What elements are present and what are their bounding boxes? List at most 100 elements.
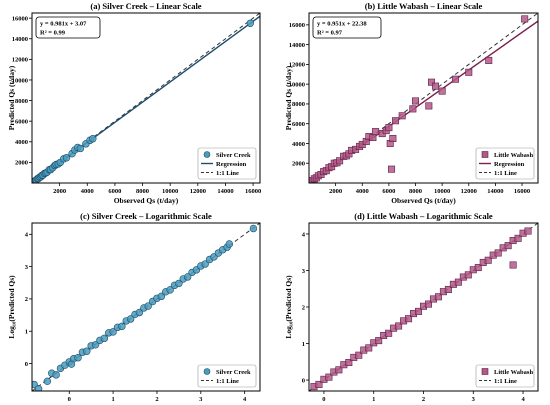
plot-frame: [31, 222, 261, 392]
x-tick-label: 2000: [329, 188, 342, 195]
y-tick-label: 10000: [12, 77, 28, 84]
data-points: [32, 19, 255, 183]
x-tick-label: 1: [372, 396, 375, 403]
panel-title: (b) Little Wabash – Linear Scale: [365, 1, 483, 11]
plot-frame: [31, 12, 261, 184]
data-point: [315, 380, 323, 388]
y-tick-label: 6000: [292, 121, 305, 128]
data-point: [74, 354, 82, 362]
y-tick-label: 16000: [289, 22, 305, 29]
x-tick-label: 3: [199, 396, 203, 403]
data-point: [201, 260, 209, 268]
y-tick-label: 0: [302, 377, 305, 384]
legend-frame: [197, 147, 257, 180]
data-point: [43, 377, 52, 386]
y-tick-label: 1: [25, 329, 28, 336]
x-tick-label: 4000: [356, 188, 369, 195]
data-point: [425, 102, 433, 110]
x-tick-label: 6000: [108, 188, 121, 195]
x-tick-label: 16000: [514, 188, 530, 195]
data-point: [144, 302, 152, 310]
plot-area: [309, 13, 538, 183]
legend-label: Little Wabash: [494, 152, 533, 159]
panel-b: (b) Little Wabash – Linear Scale 2000 4000…: [284, 1, 539, 205]
y-tick-label: 8000: [292, 101, 305, 108]
data-point: [225, 240, 234, 248]
plot-area: [32, 13, 260, 183]
equation-box: y = 0.981x + 3.07 R² = 0.99: [35, 16, 101, 39]
data-point: [464, 271, 472, 279]
data-point: [166, 286, 174, 294]
data-point: [62, 154, 71, 162]
y-tick-label: 2000: [15, 160, 28, 167]
equation-frame: [35, 16, 101, 39]
legend-label: Little Wabash: [494, 369, 533, 376]
y-tick-label: 6000: [15, 118, 28, 125]
data-point: [118, 322, 126, 331]
legend-label: Regression: [494, 161, 525, 168]
plot-area: [32, 223, 260, 391]
y-tick-label: 10000: [289, 81, 305, 88]
x-tick-label: 2: [155, 396, 158, 403]
legend: Little Wabash 1:1 Line: [475, 364, 535, 388]
data-point: [431, 82, 439, 90]
equation-text: y = 0.951x + 22.38: [317, 21, 367, 28]
identity-line: [32, 13, 260, 183]
data-point: [183, 273, 192, 281]
x-tick-label: 4000: [81, 188, 94, 195]
data-point: [385, 124, 393, 132]
x-tick-label: 3: [472, 396, 476, 403]
y-tick-label: 14000: [12, 36, 28, 43]
panel-d: (d) Little Wabash – Logarithmic Scale 0 1 2…: [284, 211, 539, 403]
legend-marker: [481, 368, 489, 375]
legend-marker: [203, 368, 211, 375]
legend-label: 1:1 Line: [494, 170, 517, 177]
y-tick-label: 4000: [292, 141, 305, 148]
data-point: [427, 78, 435, 86]
data-point: [249, 224, 258, 233]
y-tick-label: 12000: [289, 62, 305, 69]
data-point: [345, 359, 353, 367]
data-points: [32, 224, 258, 391]
data-point: [336, 157, 344, 165]
legend-label: Silver Creek: [216, 152, 251, 159]
x-tick-label: 2: [422, 396, 425, 403]
data-point: [335, 366, 343, 374]
x-tick-label: 10000: [434, 188, 450, 195]
data-point: [438, 87, 446, 95]
equation-box: y = 0.951x + 22.38 R² = 0.97: [312, 16, 382, 39]
x-tick-label: 12000: [190, 188, 206, 195]
y-tick-label: 2: [25, 296, 28, 303]
data-point: [34, 385, 43, 391]
data-point: [524, 227, 532, 235]
data-point: [76, 144, 85, 153]
data-point: [485, 56, 493, 64]
data-point: [474, 264, 482, 272]
y-axis-label: Predicted Qs (t/day): [284, 65, 293, 130]
x-axis-label: Observed Qs (t/day): [114, 196, 179, 205]
y-tick-label: 3: [25, 264, 29, 271]
data-point: [135, 308, 144, 317]
legend-marker: [481, 151, 489, 158]
y-tick-label: 14000: [289, 42, 305, 49]
data-point: [514, 234, 522, 242]
y-tick-label: 0: [25, 361, 28, 368]
legend: Silver Creek 1:1 Line: [197, 364, 257, 388]
data-point: [83, 347, 91, 355]
data-point: [494, 249, 502, 257]
legend-label: 1:1 Line: [216, 378, 239, 385]
data-point: [504, 242, 512, 250]
x-tick-label: 0: [322, 396, 325, 403]
data-point: [325, 373, 333, 381]
x-tick-label: 14000: [217, 188, 233, 195]
y-tick-label: 4: [25, 232, 29, 239]
equation-frame: [312, 16, 382, 39]
data-point: [157, 292, 166, 301]
data-point: [392, 117, 400, 125]
x-axis-label: Observed Qs (t/day): [391, 196, 456, 205]
y-tick-label: 2000: [292, 161, 305, 168]
identity-line: [309, 13, 538, 183]
x-tick-label: 14000: [487, 188, 503, 195]
data-point: [365, 344, 373, 352]
